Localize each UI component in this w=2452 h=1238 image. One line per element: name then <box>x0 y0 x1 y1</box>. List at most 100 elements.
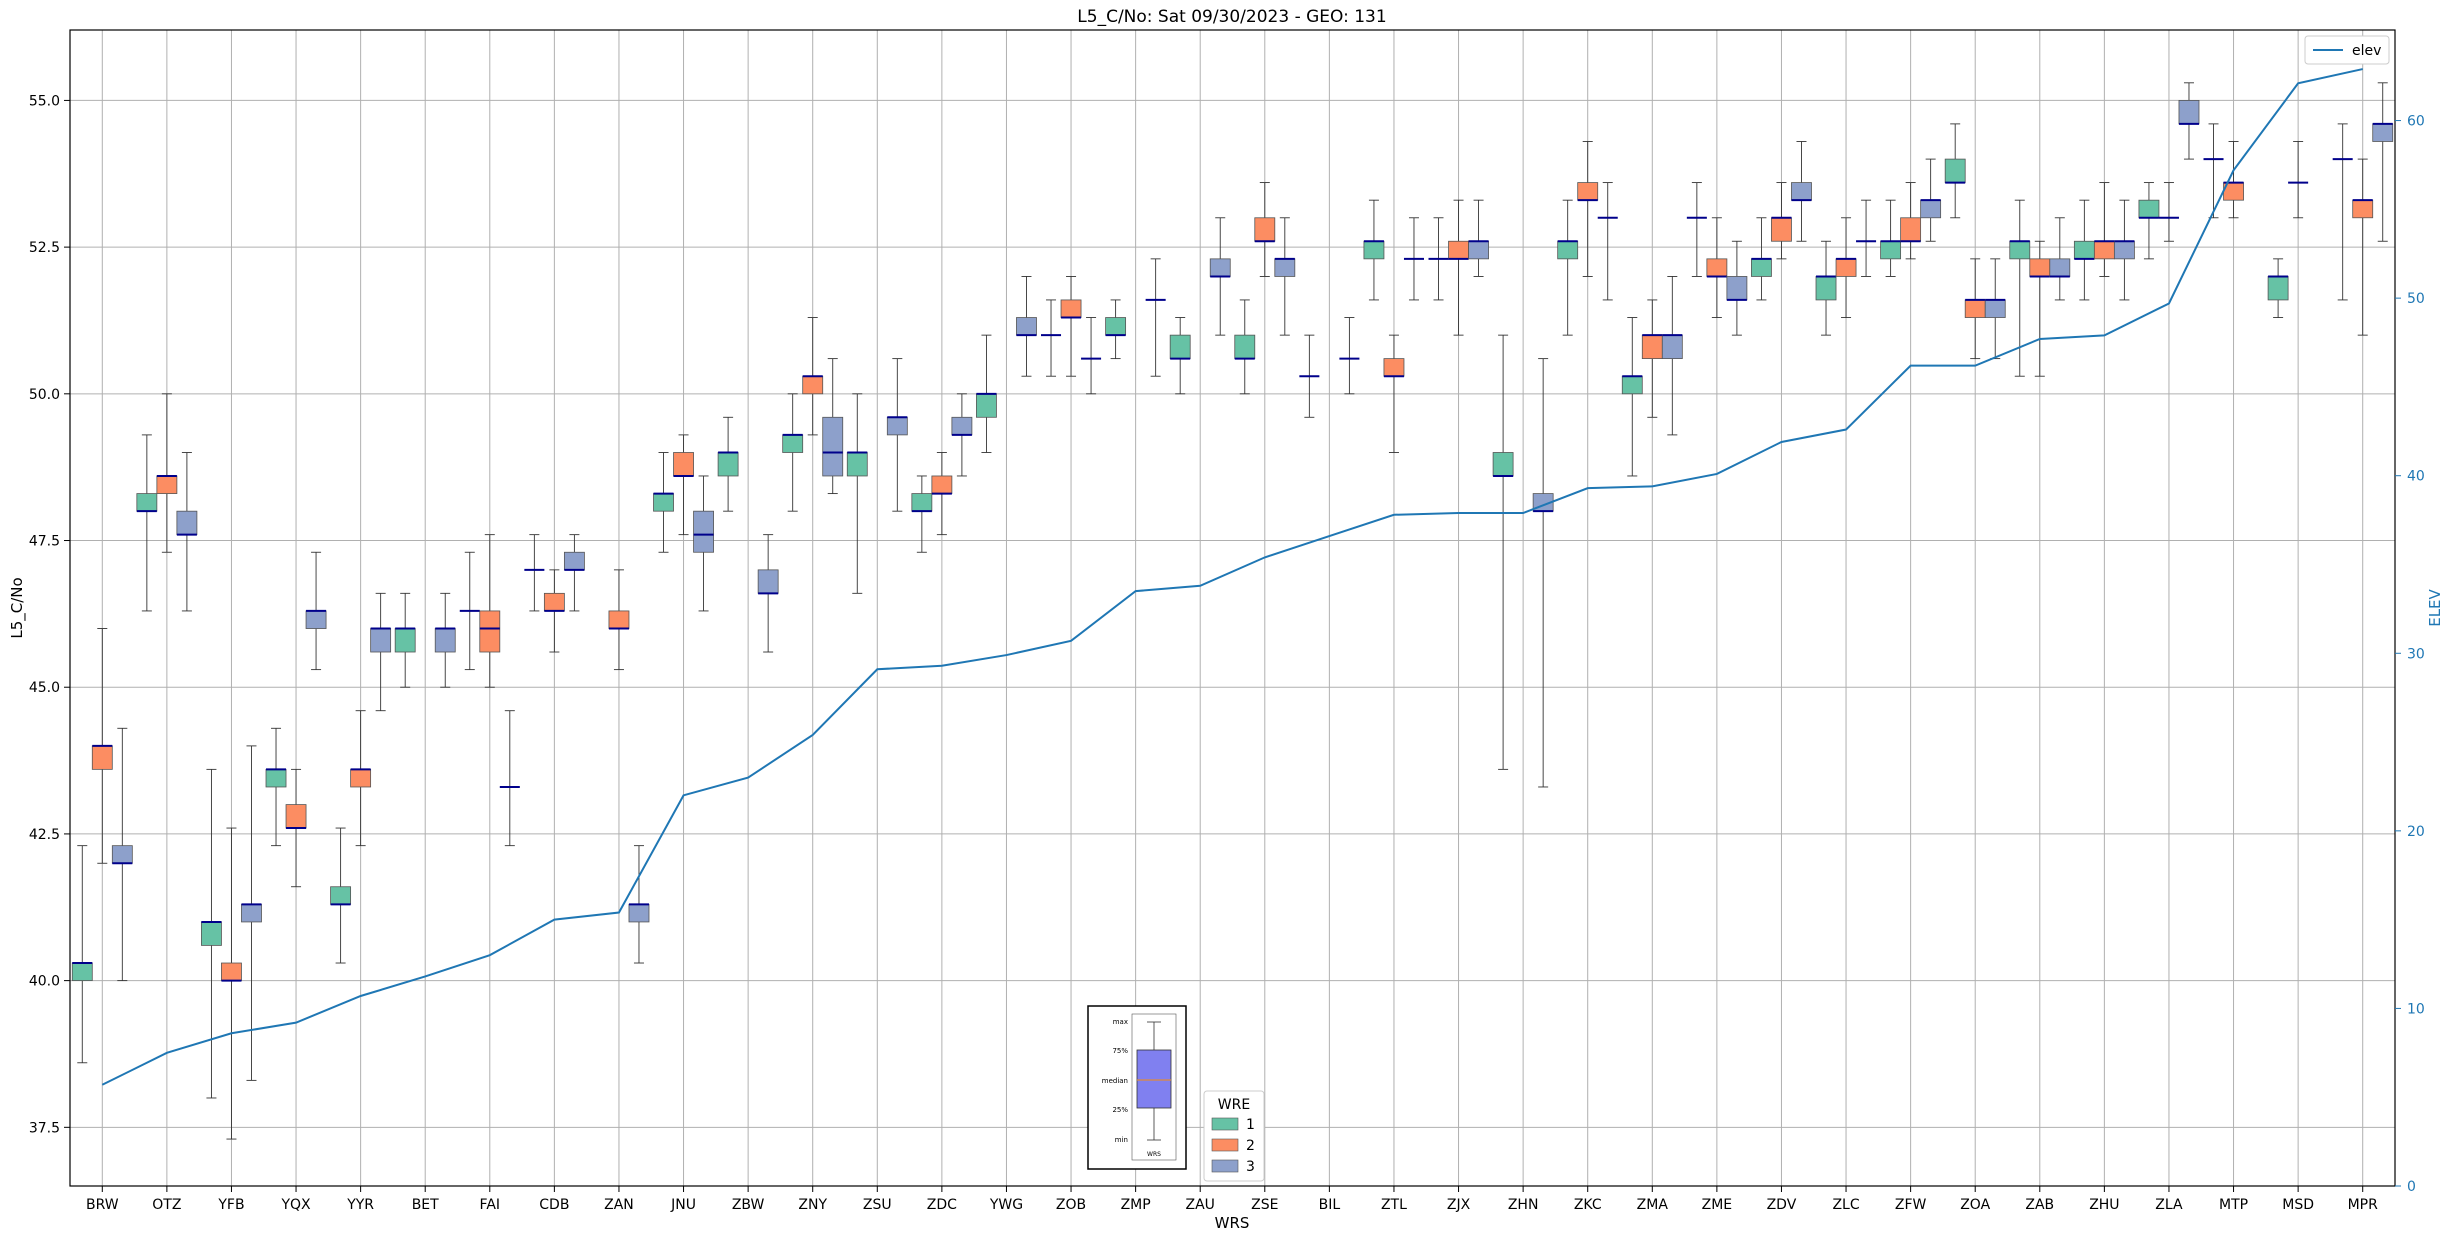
box-iqr <box>608 610 630 629</box>
box-iqr <box>2178 100 2200 125</box>
x-tick-label: ZLC <box>1832 1197 1859 1213</box>
box-wre3-cdb <box>563 534 585 612</box>
x-tick-label: ZHU <box>2089 1197 2119 1213</box>
box-iqr <box>563 551 585 571</box>
box-wre1-yfb <box>201 768 222 1099</box>
elev-line <box>101 68 2363 1086</box>
x-tick-label: ZOB <box>1056 1197 1086 1213</box>
box-wre2-mpr <box>2352 158 2374 336</box>
chart-title: L5_C/No: Sat 09/30/2023 - GEO: 131 <box>1077 7 1386 27</box>
box-iqr <box>370 628 392 653</box>
box-wre3-bet <box>434 592 456 688</box>
box-wre3-zlc <box>1856 199 1877 277</box>
box-iqr <box>2093 240 2115 260</box>
box-iqr <box>285 804 307 829</box>
y-axis-label: L5_C/No <box>8 577 27 638</box>
box-wre1-jnu <box>653 452 674 553</box>
box-iqr <box>543 592 565 612</box>
x-axis-label: WRS <box>1215 1214 1250 1232</box>
box-iqr <box>2029 258 2051 277</box>
y2-tick-label: 50 <box>2407 291 2425 307</box>
x-tick-label: ZFW <box>1895 1197 1927 1213</box>
y2-tick-label: 60 <box>2407 114 2425 130</box>
box-wre3-yfb <box>241 745 262 1081</box>
box-wre2-zma <box>1641 299 1663 418</box>
y2-tick-label: 20 <box>2407 824 2425 840</box>
box-wre2-jnu <box>673 434 694 536</box>
box-wre3-jnu <box>693 475 714 612</box>
x-tick-label: YQX <box>280 1197 311 1213</box>
box-iqr <box>2267 276 2289 301</box>
box-wre1-zob <box>1041 299 1062 377</box>
box-iqr <box>1641 334 1663 360</box>
x-tick-label: FAI <box>480 1197 500 1213</box>
box-iqr <box>2049 258 2071 277</box>
box-wre1-ztl <box>1363 199 1385 301</box>
box-iqr <box>1771 217 1792 242</box>
y-tick-label: 37.5 <box>29 1120 60 1136</box>
y2-tick-label: 40 <box>2407 469 2425 485</box>
box-key-xlabel: WRS <box>1147 1151 1161 1158</box>
box-wre2-zob <box>1060 276 1082 377</box>
box-wre3-zdc <box>951 393 973 477</box>
box-wre3-zhn <box>1532 358 1554 788</box>
x-tick-label: ZAU <box>1185 1197 1214 1213</box>
box-wre3-zob <box>1081 317 1102 395</box>
box-key-max: max <box>1113 1018 1128 1026</box>
box-wre3-zmp <box>1145 258 1166 377</box>
box-iqr <box>1706 258 1728 277</box>
box-iqr <box>1577 182 1599 201</box>
wre-legend: WRE 1 2 3 <box>1203 1090 1265 1182</box>
box-iqr <box>479 610 501 653</box>
box-wre1-zab <box>2009 199 2031 377</box>
y-tick-label: 45.0 <box>29 680 60 696</box>
box-iqr <box>1900 217 1922 242</box>
box-iqr <box>1254 217 1276 242</box>
x-tick-label: ZJX <box>1447 1197 1471 1213</box>
wre-legend-swatch-2 <box>1211 1138 1239 1152</box>
box-wre1-cdb <box>524 534 545 612</box>
box-wre1-msd <box>2267 258 2289 318</box>
box-iqr <box>241 903 262 923</box>
box-wre1-zlc <box>1815 240 1837 336</box>
x-tick-label: CDB <box>539 1197 569 1213</box>
box-wre2-yfb <box>221 827 242 1140</box>
box-key-q3: 75% <box>1112 1047 1128 1055</box>
box-wre3-zan <box>628 845 650 964</box>
box-iqr <box>951 416 973 436</box>
box-iqr <box>931 475 953 494</box>
box-iqr <box>1274 258 1296 277</box>
x-tick-label: ZDC <box>927 1197 957 1213</box>
box-iqr <box>1964 299 1986 318</box>
box-key-median-label: median <box>1102 1077 1128 1085</box>
x-tick-label: ZLA <box>2155 1197 2183 1213</box>
y-tick-label: 52.5 <box>29 240 60 256</box>
box-wre2-yqx <box>285 768 307 888</box>
y-axis-right: 0 10 20 30 40 50 60 <box>2395 114 2425 1195</box>
box-wre2-yyr <box>350 710 372 847</box>
box-iqr <box>1468 240 1489 260</box>
x-tick-label: ZDV <box>1767 1197 1797 1213</box>
box-key-box <box>1136 1049 1172 1109</box>
box-iqr <box>976 393 997 418</box>
box-iqr <box>2372 123 2394 142</box>
box-wre1-zdc <box>911 475 933 553</box>
box-iqr <box>2113 240 2135 260</box>
y2-tick-label: 10 <box>2407 1001 2425 1017</box>
y-tick-label: 50.0 <box>29 387 60 403</box>
box-wre1-zbw <box>717 416 739 512</box>
box-wre1-zfw <box>1880 199 1902 277</box>
box-wre3-zdv <box>1791 141 1812 242</box>
box-iqr <box>2352 199 2374 219</box>
box-iqr <box>628 903 650 923</box>
box-wre2-ztl <box>1383 334 1405 453</box>
box-iqr <box>1383 358 1405 377</box>
box-wre3-zla <box>2178 82 2200 160</box>
box-key-inset: max 75% median 25% min WRS <box>1087 1005 1187 1170</box>
x-axis: BRW OTZ YFB YQX YYR BET FAI CDB ZAN JNU ZBW ZNY ZSU Z… <box>86 1186 2378 1213</box>
box-wre3-bil <box>1339 317 1360 395</box>
box-iqr <box>91 745 113 770</box>
box-iqr <box>2073 240 2095 260</box>
y-tick-label: 40.0 <box>29 974 60 990</box>
